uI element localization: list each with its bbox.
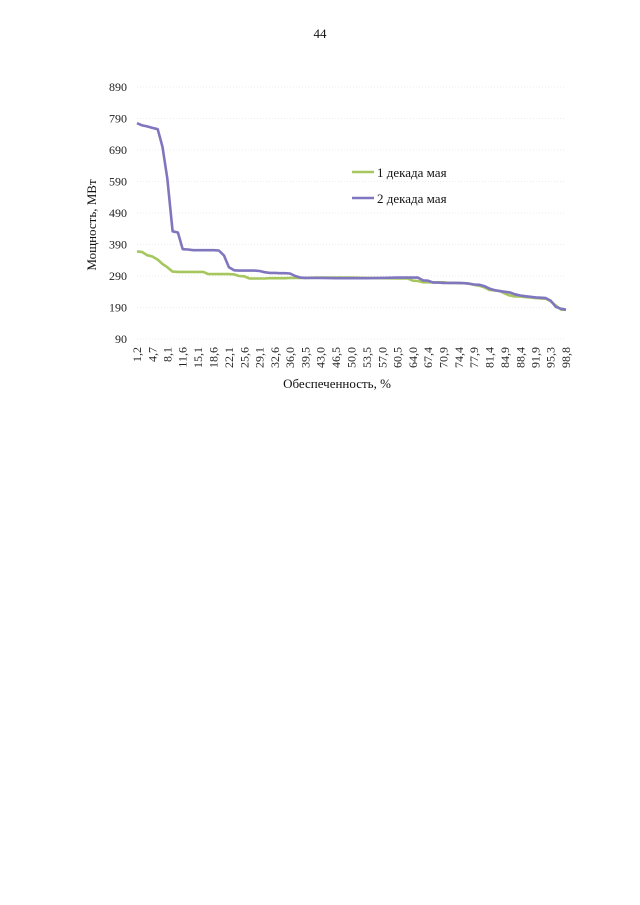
x-tick-label: 64,0 xyxy=(406,347,420,368)
y-tick-label: 890 xyxy=(109,80,127,94)
x-tick-label: 36,0 xyxy=(283,347,297,368)
y-tick-label: 790 xyxy=(109,112,127,126)
x-tick-label: 74,4 xyxy=(452,347,466,368)
x-tick-label: 4,7 xyxy=(145,347,159,362)
y-tick-label: 490 xyxy=(109,206,127,220)
x-tick-label: 60,5 xyxy=(391,347,405,368)
x-tick-label: 18,6 xyxy=(206,347,220,368)
x-tick-label: 39,5 xyxy=(298,347,312,368)
x-tick-label: 29,1 xyxy=(253,347,267,368)
series-line-2 xyxy=(136,121,567,311)
x-tick-label: 81,4 xyxy=(483,347,497,368)
legend-label: 1 декада мая xyxy=(377,165,447,180)
x-tick-label: 1,2 xyxy=(130,347,144,362)
y-tick-label: 290 xyxy=(109,269,127,283)
x-tick-label: 77,9 xyxy=(467,347,481,368)
x-tick-label: 22,1 xyxy=(222,347,236,368)
x-tick-label: 15,1 xyxy=(191,347,205,368)
x-tick-label: 91,9 xyxy=(529,347,543,368)
x-tick-label: 25,6 xyxy=(237,347,251,368)
x-tick-label: 84,9 xyxy=(498,347,512,368)
x-tick-label: 50,0 xyxy=(345,347,359,368)
y-tick-label: 90 xyxy=(115,332,127,346)
x-tick-label: 46,5 xyxy=(329,347,343,368)
x-tick-labels: 1,2 4,7 8,1 11,6 15,1 18,6 22,1 25,6 29,1 32,6 36,… xyxy=(130,347,573,368)
x-tick-label: 11,6 xyxy=(176,347,190,368)
y-tick-label: 390 xyxy=(109,238,127,252)
x-tick-label: 88,4 xyxy=(513,347,527,368)
legend-label: 2 декада мая xyxy=(377,191,447,206)
legend: 1 декада мая 2 декада мая xyxy=(352,165,447,206)
x-axis-title: Обеспеченность, % xyxy=(283,376,391,391)
x-tick-label: 43,0 xyxy=(314,347,328,368)
x-tick-label: 95,3 xyxy=(544,347,558,368)
y-tick-label: 590 xyxy=(109,175,127,189)
x-tick-label: 53,5 xyxy=(360,347,374,368)
grid-layer xyxy=(137,86,566,340)
series-layer xyxy=(136,121,567,312)
x-tick-label: 98,8 xyxy=(559,347,573,368)
y-tick-label: 190 xyxy=(109,301,127,315)
x-tick-label: 67,4 xyxy=(421,347,435,368)
x-tick-label: 32,6 xyxy=(268,347,282,368)
y-tick-label: 690 xyxy=(109,143,127,157)
x-tick-label: 8,1 xyxy=(160,347,174,362)
x-tick-label: 57,0 xyxy=(375,347,389,368)
page-number: 44 xyxy=(313,26,327,41)
series-line-1 xyxy=(136,250,566,312)
y-axis-title: Мощность, МВт xyxy=(84,179,99,271)
y-tick-labels: 90 190 290 390 490 590 690 790 890 xyxy=(109,80,127,346)
x-tick-label: 70,9 xyxy=(436,347,450,368)
